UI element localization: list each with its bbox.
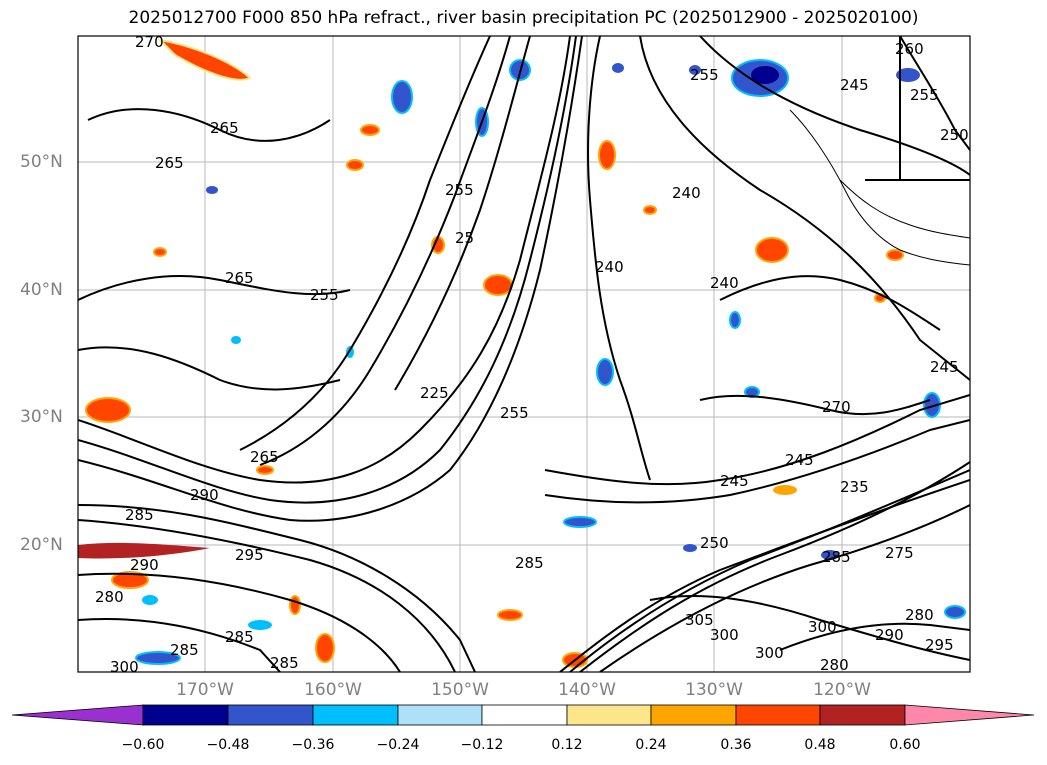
colorbar-tick-label: −0.36 <box>291 737 335 753</box>
colorbar-tick-label: −0.48 <box>206 737 250 753</box>
contour-label: 240 <box>672 184 701 202</box>
colorbar <box>11 704 1035 726</box>
contour-labels: 270 265 255 265 25 255 240 245 240 235 2… <box>95 33 969 676</box>
contour-label: 240 <box>710 274 739 292</box>
lon-label-120w: 120°W <box>813 680 871 700</box>
contour-label: 285 <box>225 628 254 646</box>
map-title: 2025012700 F000 850 hPa refract., river … <box>128 8 919 28</box>
lon-label-160w: 160°W <box>304 680 362 700</box>
precip-shading <box>78 38 966 668</box>
contour-label: 300 <box>710 626 739 644</box>
graticule <box>78 36 970 672</box>
lon-label-140w: 140°W <box>558 680 616 700</box>
lat-label-20n: 20°N <box>20 535 63 555</box>
contour-label: 255 <box>310 286 339 304</box>
contour-label: 265 <box>155 154 184 172</box>
colorbar-tick-label: −0.24 <box>376 737 420 753</box>
contour-label: 255 <box>500 404 529 422</box>
contour-label: 235 <box>840 478 869 496</box>
contour-label: 270 <box>822 398 851 416</box>
colorbar-tick-label: 0.12 <box>551 737 583 753</box>
map-area <box>78 36 970 672</box>
contour-label: 285 <box>125 506 154 524</box>
contour-label: 245 <box>785 451 814 469</box>
colorbar-tick-label: −0.12 <box>460 737 504 753</box>
contour-label: 285 <box>822 548 851 566</box>
map-frame <box>77 35 971 673</box>
lon-label-130w: 130°W <box>685 680 743 700</box>
contour-label: 280 <box>95 588 124 606</box>
colorbar-tick-label: 0.48 <box>804 737 836 753</box>
contour-label: 255 <box>910 86 939 104</box>
contour-label: 295 <box>925 636 954 654</box>
lat-label-30n: 30°N <box>20 407 63 427</box>
coastline <box>789 109 970 266</box>
contour-label: 290 <box>875 626 904 644</box>
contour-label: 285 <box>515 554 544 572</box>
contour-label: 305 <box>685 611 714 629</box>
contour-label: 280 <box>905 606 934 624</box>
contour-label: 290 <box>190 486 219 504</box>
contour-label: 265 <box>225 269 254 287</box>
contour-label: 295 <box>235 546 264 564</box>
contour-label: 290 <box>130 556 159 574</box>
lon-label-170w: 170°W <box>176 680 234 700</box>
colorbar-tick-label: 0.24 <box>635 737 667 753</box>
contour-label: 300 <box>755 644 784 662</box>
colorbar-tick-label: −0.60 <box>121 737 165 753</box>
contour-label: 285 <box>270 654 299 672</box>
colorbar-tick-label: 0.60 <box>889 737 921 753</box>
colorbar-tick-label: 0.36 <box>720 737 752 753</box>
contour-label: 300 <box>110 658 139 676</box>
contour-label: 265 <box>250 448 279 466</box>
contour-label: 255 <box>445 181 474 199</box>
contour-label: 25 <box>455 229 474 247</box>
contour-label: 240 <box>595 258 624 276</box>
contour-label: 280 <box>820 656 849 674</box>
lat-label-50n: 50°N <box>20 152 63 172</box>
lon-label-150w: 150°W <box>431 680 489 700</box>
contour-label: 245 <box>840 76 869 94</box>
contour-label: 245 <box>930 358 959 376</box>
contour-label: 270 <box>135 33 164 51</box>
contour-label: 250 <box>700 534 729 552</box>
lat-label-40n: 40°N <box>20 280 63 300</box>
contour-label: 285 <box>170 641 199 659</box>
contour-label: 255 <box>690 66 719 84</box>
contour-label: 245 <box>720 472 749 490</box>
contour-label: 250 <box>940 126 969 144</box>
contour-label: 225 <box>420 384 449 402</box>
contour-label: 260 <box>895 40 924 58</box>
contour-label: 265 <box>210 119 239 137</box>
contour-label: 300 <box>808 618 837 636</box>
refractivity-contours <box>78 36 970 672</box>
contour-label: 275 <box>885 544 914 562</box>
